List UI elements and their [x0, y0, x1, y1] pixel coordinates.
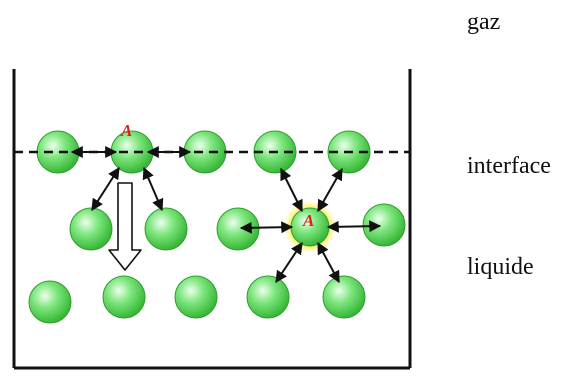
- molecule: [174, 275, 218, 319]
- liquid-label: liquide: [467, 254, 534, 280]
- gas-label: gaz: [467, 9, 501, 35]
- force-arrow: [317, 167, 343, 213]
- surface-force-arrows: [70, 146, 192, 212]
- force-arrow: [280, 167, 303, 213]
- bulk-force-arrows: [239, 167, 382, 284]
- force-arrow: [142, 166, 164, 212]
- molecule: [216, 207, 260, 251]
- surface-molecule-tag: A: [120, 121, 132, 140]
- force-arrow: [317, 241, 340, 284]
- force-arrow: [239, 221, 294, 234]
- force-arrow: [275, 242, 303, 283]
- force-arrow: [326, 220, 382, 233]
- force-arrow: [91, 166, 120, 212]
- molecule: [102, 275, 146, 319]
- container: [12, 69, 412, 370]
- molecule: [183, 130, 227, 174]
- net-force-arrow: [108, 182, 142, 271]
- molecule: [362, 203, 406, 247]
- molecule: [322, 275, 366, 319]
- molecule: [144, 207, 188, 251]
- molecule: [246, 275, 290, 319]
- interface-label: interface: [467, 153, 551, 179]
- molecule: [28, 280, 72, 324]
- bulk-molecule-tag: A: [302, 211, 314, 230]
- molecule: [69, 207, 113, 251]
